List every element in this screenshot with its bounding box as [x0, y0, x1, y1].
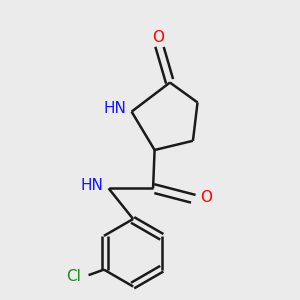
Text: HN: HN — [80, 178, 103, 194]
Text: O: O — [200, 190, 212, 205]
Text: O: O — [152, 30, 164, 45]
Text: Cl: Cl — [66, 269, 81, 284]
Text: HN: HN — [103, 101, 126, 116]
